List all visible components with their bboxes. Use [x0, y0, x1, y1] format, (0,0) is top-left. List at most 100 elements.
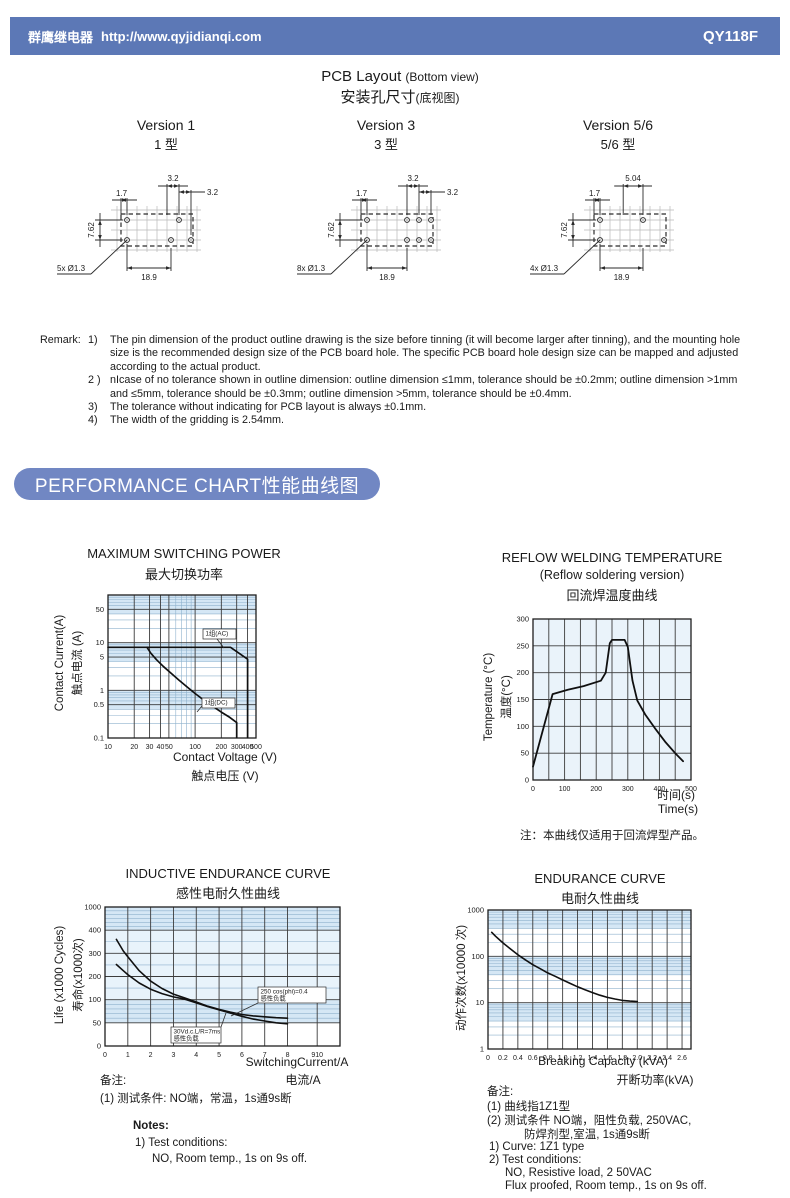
series-callout-label: 250 cos(phi)=0.4 — [261, 989, 309, 996]
dim-label: 18.9 — [379, 273, 395, 282]
endurance-title-zh: 电耐久性曲线 — [560, 891, 640, 906]
reflow-plot-svg: 0 100 200 300 400 500 0 50 100 150 200 250 300 — [516, 615, 696, 794]
series-callout-label: 1组(AC) — [206, 629, 229, 638]
endurance-title: ENDURANCE CURVE — [534, 871, 666, 886]
brand-name: 群鹰继电器 — [28, 29, 94, 45]
dim-label: 1.7 — [116, 189, 128, 198]
y-tick-label: 150 — [516, 695, 529, 704]
notes-right-zh3: 防焊剂型,室温, 1s通9s断 — [524, 1129, 650, 1141]
reflow-xlabel-zh: 时间(s) — [657, 788, 695, 802]
x-tick-label: 1.4 — [588, 1055, 598, 1062]
version1-title-zh: 1 型 — [154, 137, 178, 152]
x-tick-label: 910 — [311, 1052, 323, 1059]
dim-label: 3.2 — [167, 174, 179, 183]
x-tick-label: 2.6 — [677, 1055, 687, 1062]
x-tick-label: 300 — [231, 744, 243, 751]
pcb-svg: 1.7 5.04 7.62 18.9 4x Ø1.3 — [530, 174, 674, 282]
header-bar: 群鹰继电器 http://www.qyjidianqi.com QY118F — [10, 17, 780, 55]
notes-left-label-zh: 备注: — [100, 1075, 127, 1087]
inductive-xlabel-zh: 电流/A — [285, 1073, 321, 1087]
inductive-chart: 250 cos(phi)=0.4 感性负载 30Vd.c.L/R=7ms 感性负载 0 1… — [63, 900, 351, 1067]
series-callout-box — [201, 697, 236, 709]
notes-right-zh1: (1) 曲线指1Z1型 — [487, 1101, 571, 1113]
y-tick-label: 200 — [516, 668, 529, 677]
x-tick-label: 200 — [215, 744, 227, 751]
y-tick-label: 1 — [480, 1045, 484, 1054]
msp-xlabel-zh: 触点电压 (V) — [191, 769, 259, 783]
x-tick-label: 1.8 — [617, 1055, 627, 1062]
x-tick-label: 100 — [559, 786, 571, 793]
y-tick-label: 200 — [88, 972, 101, 981]
inductive-xlabel: SwitchingCurrent/A — [245, 1055, 349, 1069]
series-callout-label: 感性负载 — [174, 1034, 200, 1043]
y-tick-label: 100 — [516, 722, 529, 731]
endurance-chart: 0 0.2 0.4 0.6 0.8 1.0 1.2 1.4 1.6 1.8 2.0 2.2 2.4 2.6… — [446, 903, 702, 1070]
x-tick-label: 1 — [126, 1052, 130, 1059]
y-tick-label: 1000 — [84, 903, 101, 912]
reflow-chart: 0 100 200 300 400 500 0 50 100 150 200 250 300 — [491, 612, 703, 805]
x-tick-label: 20 — [130, 744, 138, 751]
y-tick-label: 100 — [88, 995, 101, 1004]
x-tick-label: 40 — [157, 744, 165, 751]
dim-label: 18.9 — [141, 273, 157, 282]
version56-title-zh: 5/6 型 — [600, 137, 636, 152]
dim-label: 5.04 — [625, 174, 641, 183]
performance-chart-banner: PERFORMANCE CHART性能曲线图 — [14, 468, 380, 500]
x-tick-label: 1.6 — [603, 1055, 613, 1062]
series-callout-box — [257, 986, 327, 1004]
dim-label: 3.2 — [447, 188, 459, 197]
endurance-xlabel-zh: 开断功率(kVA) — [616, 1073, 694, 1087]
y-tick-label: 300 — [88, 949, 101, 958]
reflow-xlabel: Time(s) — [657, 802, 699, 816]
pcb-section-title: PCB Layout (Bottom view) — [321, 68, 479, 85]
y-tick-label: 10 — [476, 998, 484, 1007]
remarks-label: Remark: — [40, 334, 81, 346]
x-tick-label: 400 — [242, 744, 254, 751]
notes-right-en2: 2) Test conditions: — [489, 1154, 582, 1166]
y-tick-label: 0.5 — [94, 700, 104, 709]
y-tick-label: 50 — [93, 1018, 101, 1027]
version56-title: Version 5/6 — [582, 117, 654, 133]
series-callout-box — [202, 628, 237, 640]
msp-title-zh: 最大切换功率 — [144, 567, 224, 582]
remark-item: 4) The width of the gridding is 2.54mm. — [88, 414, 285, 427]
y-tick-label: 10 — [96, 638, 104, 647]
x-tick-label: 2.0 — [632, 1055, 642, 1062]
brand-url: http://www.qyjidianqi.com — [101, 28, 262, 44]
reflow-curve — [532, 638, 685, 768]
model-number: QY118F — [702, 27, 758, 45]
pcb-section-title-zh: 安装孔尺寸(底视图) — [340, 89, 460, 106]
x-tick-label: 0.6 — [528, 1055, 538, 1062]
x-tick-label: 0.8 — [543, 1055, 553, 1062]
reflow-title: REFLOW WELDING TEMPERATURE — [501, 550, 723, 565]
dim-label: 3.2 — [407, 174, 419, 183]
x-tick-label: 6 — [240, 1052, 244, 1059]
series-callout-box — [170, 1026, 222, 1044]
pcb-drawing-version56: 1.7 5.04 7.62 18.9 4x Ø1.3 — [528, 168, 778, 295]
version3-title: Version 3 — [356, 117, 416, 133]
x-tick-label: 2 — [149, 1052, 153, 1059]
dim-label: 7.62 — [327, 222, 336, 238]
dim-label: 7.62 — [560, 222, 569, 238]
msp-title: MAXIMUM SWITCHING POWER — [87, 546, 281, 561]
notes-right-en1: 1) Curve: 1Z1 type — [489, 1141, 585, 1153]
dim-label: 1.7 — [589, 189, 601, 198]
inductive-curve — [115, 963, 289, 1025]
x-tick-label: 400 — [654, 786, 666, 793]
dim-label: 1.7 — [356, 189, 368, 198]
hole-count-label: 8x Ø1.3 — [297, 264, 326, 273]
msp-chart: 1组(AC) 1组(DC) 10 20 30 40 50 100 200 300 400 500 0.1… — [66, 588, 272, 765]
x-tick-label: 1.2 — [573, 1055, 583, 1062]
x-tick-label: 0 — [103, 1052, 107, 1059]
dim-label: 18.9 — [614, 273, 630, 282]
inductive-title: INDUCTIVE ENDURANCE CURVE — [125, 866, 331, 881]
remark-item: 2 ) nIcase of no tolerance shown in outl… — [88, 374, 738, 400]
x-tick-label: 7 — [263, 1052, 267, 1059]
x-tick-label: 2.2 — [647, 1055, 657, 1062]
notes-right-label-zh: 备注: — [487, 1086, 514, 1098]
y-tick-label: 0.1 — [94, 734, 104, 743]
endurance-plot-svg: 0 0.2 0.4 0.6 0.8 1.0 1.2 1.4 1.6 1.8 2.0 2.2 2.4 2.6… — [467, 906, 692, 1062]
x-tick-label: 10 — [104, 744, 112, 751]
